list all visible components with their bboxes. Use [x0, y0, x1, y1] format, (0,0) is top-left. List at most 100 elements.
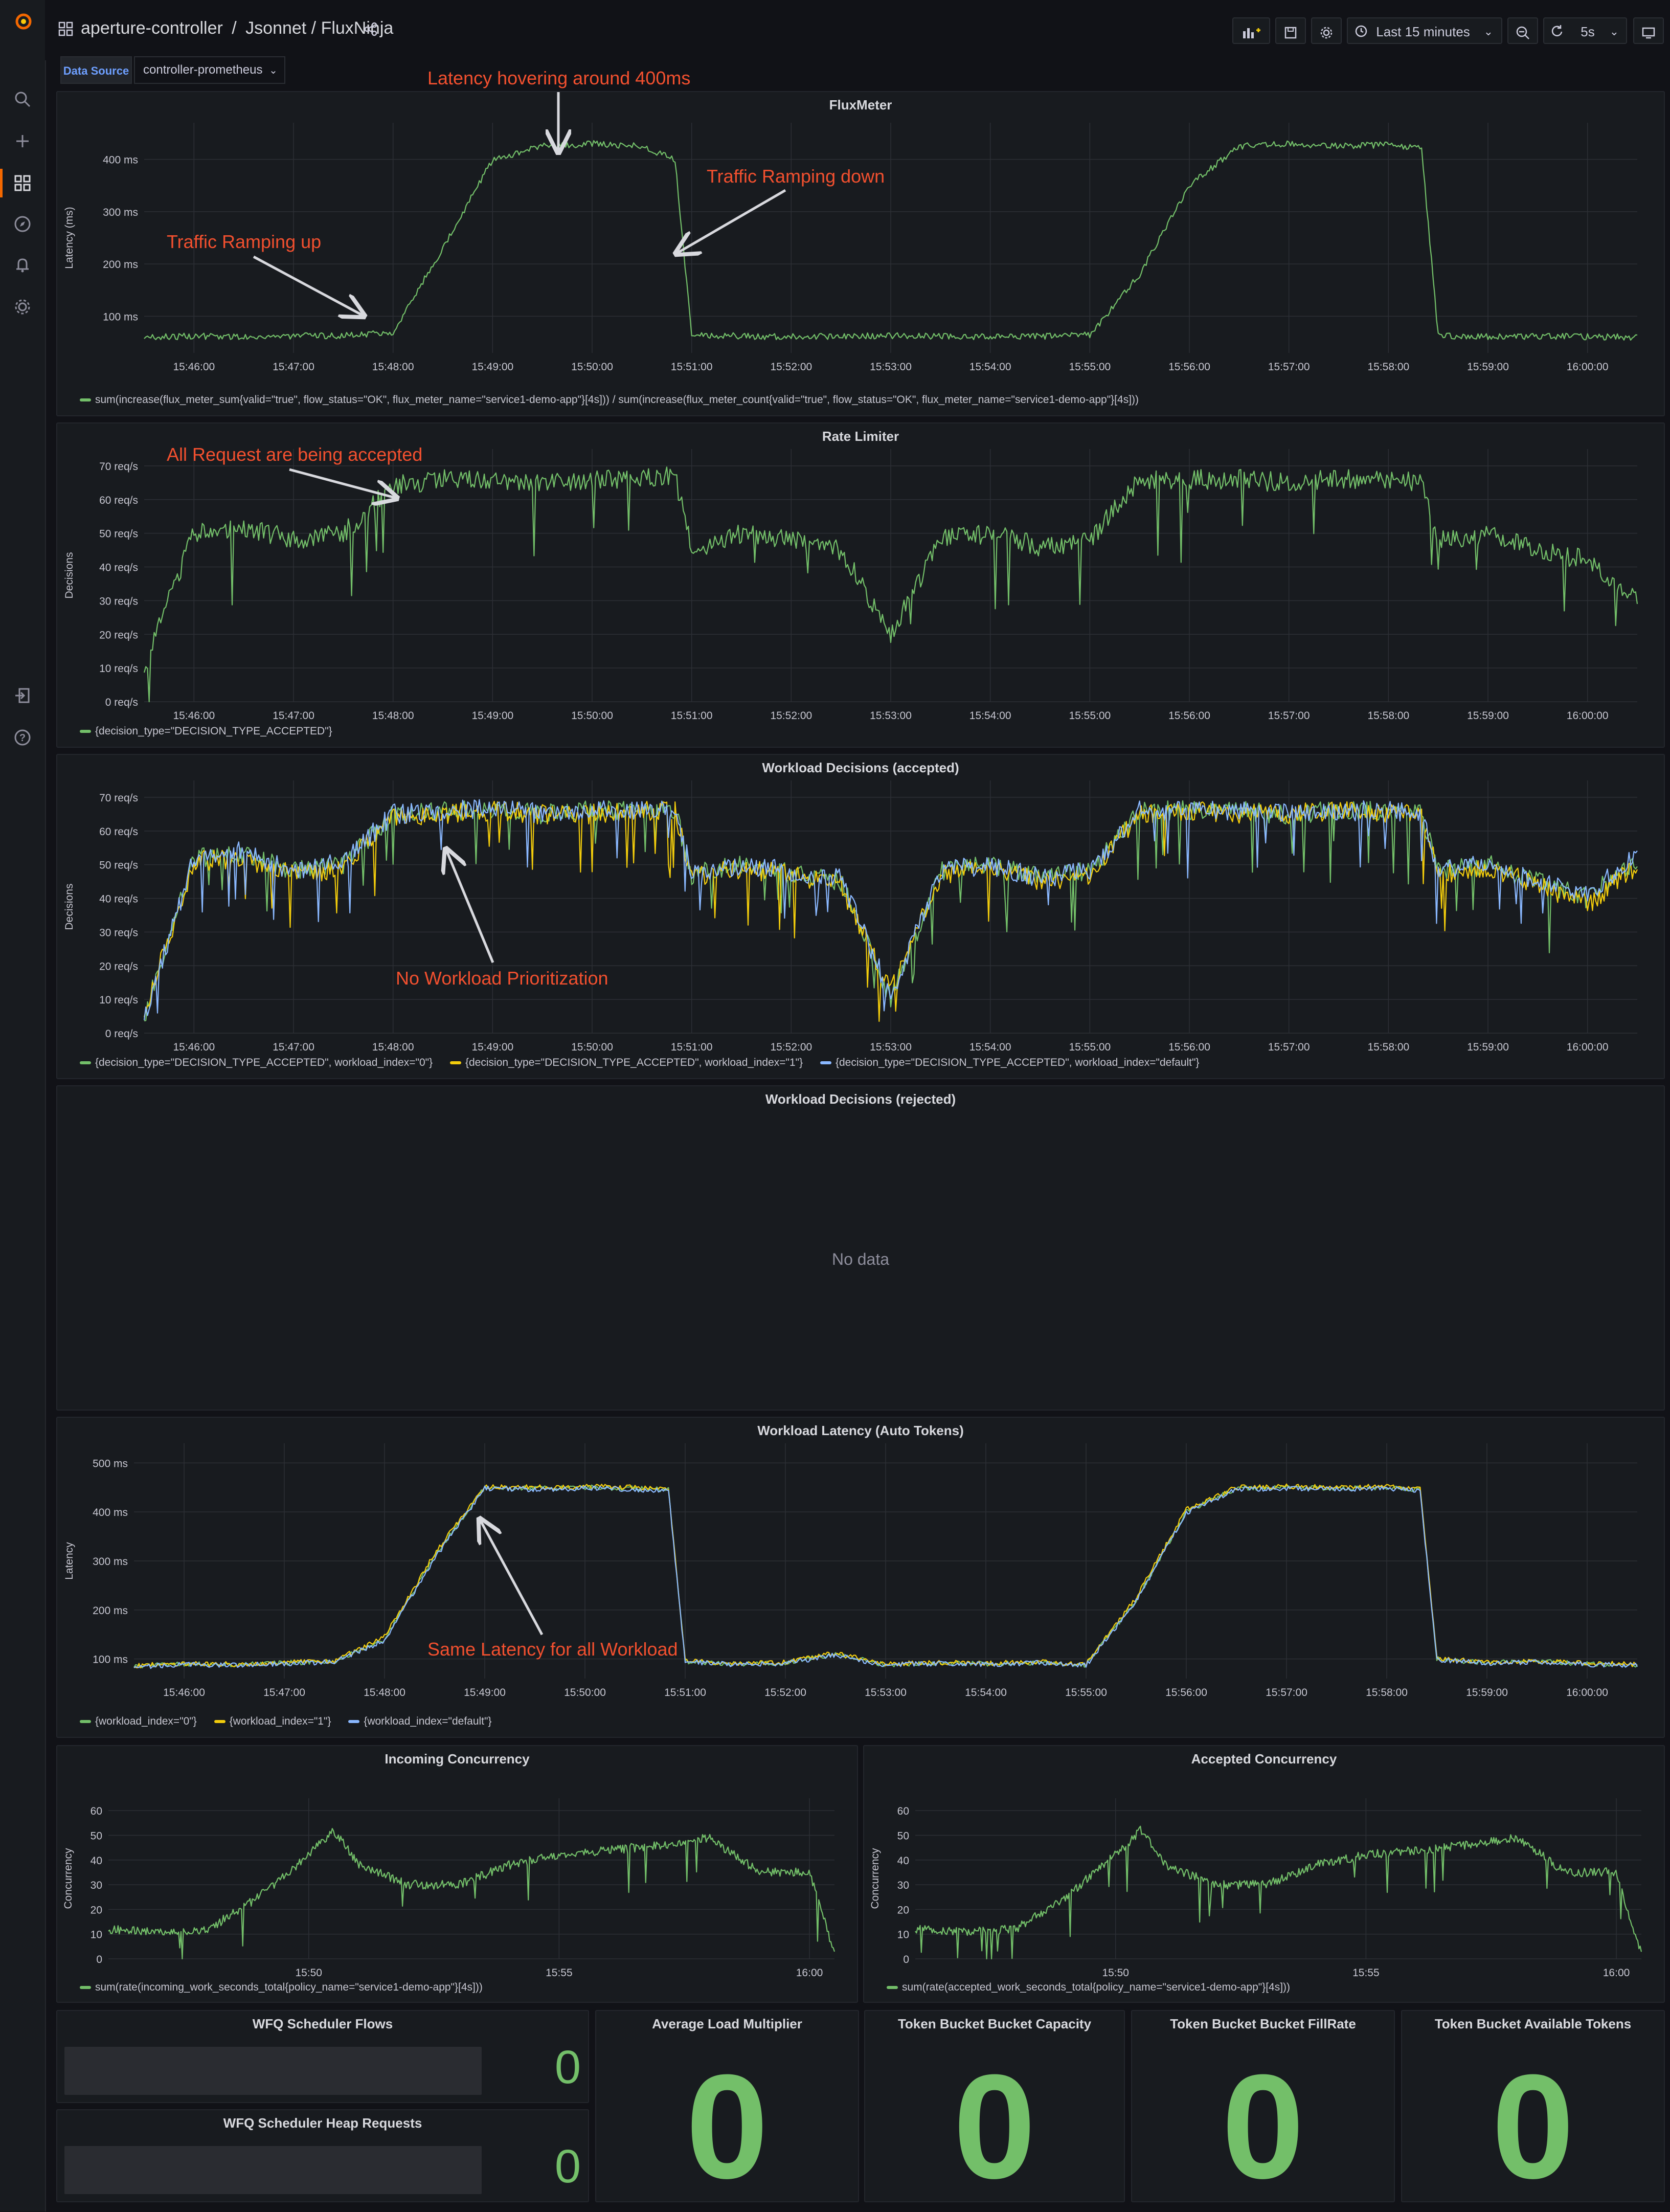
x-tick-label: 15:47:00 [263, 1687, 305, 1699]
y-tick-label: 50 [91, 1830, 102, 1842]
y-tick-label: 40 req/s [99, 562, 138, 574]
y-tick-label: 0 [903, 1954, 909, 1965]
legend-item[interactable]: {workload_index="default"} [348, 1715, 492, 1727]
y-tick-label: 10 [91, 1929, 102, 1941]
refresh-interval-label: 5s [1581, 24, 1595, 39]
legend-item[interactable]: {workload_index="0"} [80, 1715, 197, 1727]
dashboard-grid-icon [58, 21, 74, 37]
legend-item[interactable]: sum(rate(accepted_work_seconds_total{pol… [887, 1981, 1290, 1994]
datasource-value: controller-prometheus [143, 63, 263, 77]
x-tick-label: 15:52:00 [770, 710, 812, 722]
x-tick-label: 16:00 [1603, 1967, 1630, 1979]
panel-title[interactable]: Workload Decisions (rejected) [765, 1091, 956, 1107]
x-tick-label: 15:55:00 [1065, 1687, 1107, 1699]
x-tick-label: 15:58:00 [1366, 1687, 1408, 1699]
time-range-picker[interactable]: Last 15 minutes ⌄ [1347, 17, 1502, 44]
panel-title[interactable]: Rate Limiter [822, 429, 899, 444]
series-line [133, 1485, 1638, 1669]
settings-button[interactable] [1311, 17, 1342, 44]
add-panel-button[interactable] [1232, 17, 1270, 44]
x-tick-label: 15:59:00 [1467, 1041, 1509, 1053]
stat-title[interactable]: Token Bucket Available Tokens [1434, 2016, 1632, 2031]
legend-label: {decision_type="DECISION_TYPE_ACCEPTED",… [835, 1057, 1200, 1068]
panel-title[interactable]: FluxMeter [829, 97, 892, 113]
stat-token-bucket-fillrate: Token Bucket Bucket FillRate 0 [1131, 2010, 1395, 2209]
legend-item[interactable]: {workload_index="1"} [214, 1715, 331, 1727]
x-tick-label: 15:53:00 [870, 710, 912, 722]
save-button[interactable] [1275, 17, 1306, 44]
x-tick-label: 15:55 [546, 1967, 573, 1979]
x-tick-label: 15:52:00 [770, 361, 812, 373]
svg-text:?: ? [19, 732, 26, 744]
x-tick-label: 15:49:00 [471, 1041, 513, 1053]
y-tick-label: 20 req/s [99, 629, 138, 641]
stat-value: 0 [953, 2044, 1036, 2209]
breadcrumb-separator: / [232, 18, 237, 38]
panel-title[interactable]: Workload Decisions (accepted) [762, 760, 959, 775]
datasource-label: Data Source [60, 56, 132, 84]
panel-workload-decisions-accepted: Workload Decisions (accepted) 0 req/s 10 … [56, 754, 1665, 1079]
refresh-button[interactable]: 5s ⌄ [1543, 17, 1627, 44]
legend-item[interactable]: {decision_type="DECISION_TYPE_ACCEPTED"} [80, 725, 332, 738]
stat-title[interactable]: Token Bucket Bucket FillRate [1170, 2016, 1356, 2031]
x-tick-label: 16:00:00 [1566, 1687, 1608, 1699]
legend-item[interactable]: sum(rate(incoming_work_seconds_total{pol… [80, 1981, 483, 1994]
legend-item[interactable]: sum(increase(flux_meter_sum{valid="true"… [80, 394, 1139, 406]
legend: {decision_type="DECISION_TYPE_ACCEPTED",… [80, 1057, 1199, 1069]
y-tick-label: 60 req/s [99, 495, 138, 506]
legend-item[interactable]: {decision_type="DECISION_TYPE_ACCEPTED",… [820, 1057, 1200, 1068]
search-icon[interactable] [13, 90, 32, 108]
sidebar: ? [0, 0, 46, 2211]
legend-item[interactable]: {decision_type="DECISION_TYPE_ACCEPTED",… [80, 1057, 433, 1068]
x-tick-label: 15:47:00 [273, 1041, 314, 1053]
legend-item[interactable]: {decision_type="DECISION_TYPE_ACCEPTED",… [449, 1057, 803, 1068]
grafana-logo-icon[interactable] [13, 11, 32, 30]
x-tick-label: 15:47:00 [273, 710, 314, 722]
x-tick-label: 15:51:00 [664, 1687, 706, 1699]
stat-title[interactable]: WFQ Scheduler Flows [252, 2016, 393, 2031]
help-icon[interactable]: ? [13, 728, 32, 747]
x-tick-label: 15:49:00 [464, 1687, 506, 1699]
y-tick-label: 60 [91, 1805, 102, 1817]
annotation-no-prioritization: No Workload Prioritization [396, 968, 608, 989]
dashboards-icon[interactable] [13, 174, 32, 192]
stat-title[interactable]: WFQ Scheduler Heap Requests [223, 2115, 422, 2131]
x-tick-label: 15:58:00 [1367, 710, 1409, 722]
y-axis-label: Latency [63, 1542, 75, 1580]
incoming-concurrency-chart: 0 10 20 30 40 50 60 15:50 15:55 16:00 Concurrency [62, 1798, 836, 1979]
plus-icon[interactable] [13, 132, 32, 150]
x-tick-label: 15:52:00 [770, 1041, 812, 1053]
panel-title[interactable]: Accepted Concurrency [1191, 1751, 1337, 1767]
zoom-out-button[interactable] [1507, 17, 1538, 44]
explore-icon[interactable] [13, 215, 32, 233]
y-tick-label: 10 req/s [99, 994, 138, 1006]
sign-in-icon[interactable] [13, 686, 32, 705]
breadcrumb-folder[interactable]: aperture-controller [81, 18, 223, 38]
tv-mode-button[interactable] [1633, 17, 1664, 44]
x-tick-label: 15:50:00 [571, 1041, 613, 1053]
bell-icon[interactable] [13, 256, 32, 274]
x-tick-label: 15:57:00 [1268, 361, 1310, 373]
x-tick-label: 15:53:00 [870, 361, 912, 373]
stat-token-bucket-capacity: Token Bucket Bucket Capacity 0 [864, 2010, 1125, 2209]
x-tick-label: 16:00:00 [1567, 361, 1609, 373]
datasource-select[interactable]: controller-prometheus ⌄ [134, 56, 285, 84]
gear-icon[interactable] [13, 298, 32, 316]
x-tick-label: 15:55:00 [1069, 710, 1111, 722]
stat-average-load-multiplier: Average Load Multiplier 0 [595, 2010, 859, 2209]
stat-wfq-scheduler-heap-requests: WFQ Scheduler Heap Requests 0 [56, 2109, 589, 2202]
y-tick-label: 0 req/s [105, 1028, 138, 1040]
y-axis-label: Decisions [63, 552, 75, 598]
share-icon[interactable] [363, 21, 378, 37]
x-tick-label: 15:50 [1102, 1967, 1129, 1979]
x-tick-label: 15:48:00 [372, 1041, 414, 1053]
legend-label: {workload_index="default"} [364, 1715, 492, 1727]
panel-title[interactable]: Workload Latency (Auto Tokens) [757, 1423, 964, 1438]
stat-title[interactable]: Token Bucket Bucket Capacity [897, 2016, 1092, 2031]
panel-title[interactable]: Incoming Concurrency [385, 1751, 530, 1767]
legend-label: sum(rate(accepted_work_seconds_total{pol… [902, 1981, 1291, 1993]
stat-value: 0 [554, 2140, 581, 2193]
stat-title[interactable]: Average Load Multiplier [652, 2016, 802, 2031]
stat-value: 0 [1492, 2044, 1574, 2209]
x-tick-label: 15:56:00 [1168, 361, 1210, 373]
